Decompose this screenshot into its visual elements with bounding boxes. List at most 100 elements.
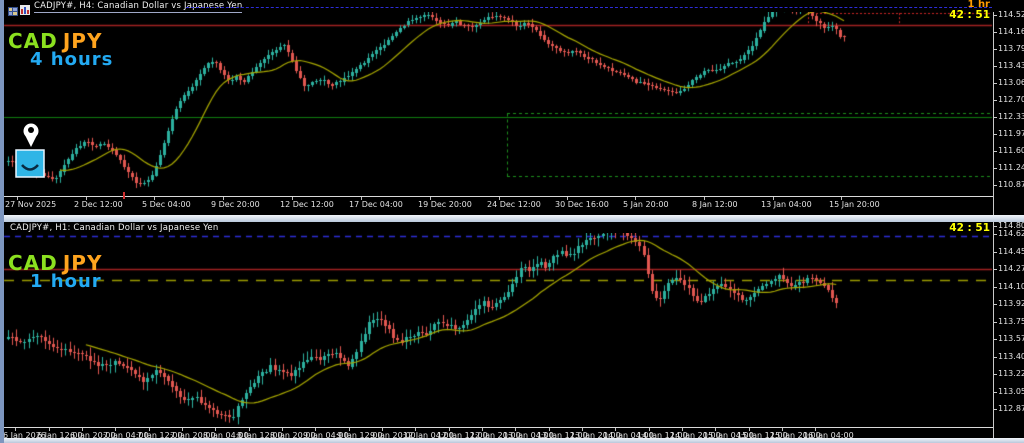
time-tick-label: 13 Jan 12:00: [537, 431, 588, 440]
price-tick: [993, 409, 997, 410]
time-tick-label: 14 Jan 04:00: [603, 431, 654, 440]
time-tick: [315, 428, 316, 431]
time-tick-label: 8 Jan 04:00: [203, 431, 249, 440]
chart-object-marker[interactable]: [12, 121, 50, 185]
time-tick-label: 16 Jan 04:00: [803, 431, 854, 440]
time-tick-label: 7 Jan 04:00: [103, 431, 149, 440]
time-tick: [154, 197, 155, 200]
time-tick: [704, 197, 705, 200]
time-tick-label: 7 Jan 12:00: [137, 431, 183, 440]
timer-timeframe-label: 1 hr: [967, 0, 991, 10]
h4-candlestick-chart[interactable]: [0, 12, 993, 196]
time-tick: [430, 197, 431, 200]
price-tick: [993, 391, 997, 393]
time-tick: [82, 428, 83, 431]
time-tick-label: 9 Jan 04:00: [303, 431, 349, 440]
price-tick: [993, 49, 997, 50]
price-tick-label: 111.605: [998, 146, 1024, 155]
time-tick-label: 9 Jan 12:00: [337, 431, 383, 440]
price-tick-label: 112.875: [998, 404, 1024, 413]
price-tick-label: 113.925: [998, 299, 1024, 308]
price-tick-label: 113.795: [998, 44, 1024, 53]
timer-countdown: 42 : 51: [949, 9, 990, 21]
h4-candle-timer: 1 hr 42 : 51: [949, 0, 990, 21]
time-tick-label: 9 Dec 20:00: [211, 200, 260, 209]
price-tick-label: 113.400: [998, 351, 1024, 361]
time-tick-label: 8 Jan 12:00: [237, 431, 283, 440]
h4-titlebar: CADJPY#, H4: Canadian Dollar vs Japanese…: [4, 0, 993, 16]
time-tick-label: 12 Jan 04:00: [403, 431, 454, 440]
signal-box-icon: [15, 149, 45, 178]
window-bottom-bar[interactable]: [0, 438, 1024, 443]
price-tick: [993, 234, 997, 235]
time-tick: [515, 428, 516, 431]
time-tick-label: 12 Jan 12:00: [437, 431, 488, 440]
time-tick: [567, 197, 568, 200]
h1-time-axis[interactable]: 6 Jan 2026 6 Jan 12:00 6 Jan 20:00 7 Jan 04…: [0, 427, 993, 440]
time-tick: [841, 197, 842, 200]
price-tick: [993, 321, 997, 323]
price-tick-label: 112.700: [998, 95, 1024, 104]
price-tick-label: 113.050: [998, 386, 1024, 396]
time-tick: [615, 428, 616, 431]
time-tick-label: 12 Jan 20:00: [470, 431, 521, 440]
price-tick-label: 112.335: [998, 112, 1024, 121]
price-tick-label: 110.875: [998, 180, 1024, 189]
price-tick-label: 114.450: [998, 246, 1024, 256]
chart-panel-h4: CADJPY#, H4: Canadian Dollar vs Japanese…: [0, 0, 1024, 216]
time-tick-label: 8 Jan 12:00: [692, 200, 738, 209]
price-tick-label: 113.065: [998, 78, 1024, 87]
time-tick: [149, 428, 150, 431]
price-tick: [993, 66, 997, 67]
price-tick: [993, 339, 997, 340]
price-tick-label: 113.750: [998, 316, 1024, 326]
time-tick-label: 13 Jan 20:00: [570, 431, 621, 440]
price-tick-label: 114.800: [998, 221, 1024, 230]
h1-candlestick-chart[interactable]: [0, 233, 993, 427]
time-tick: [349, 428, 350, 431]
time-tick-label: 7 Jan 20:00: [170, 431, 216, 440]
time-tick-label: 13 Jan 04:00: [761, 200, 812, 209]
price-tick-label: 114.525: [998, 10, 1024, 19]
time-tick-label: 15 Jan 20:00: [829, 200, 880, 209]
window-left-border: [0, 0, 4, 443]
price-tick-label: 114.625: [998, 229, 1024, 238]
price-tick: [993, 117, 997, 118]
time-tick: [682, 428, 683, 431]
price-tick-label: 113.225: [998, 369, 1024, 378]
h4-price-axis-line: [993, 12, 994, 215]
price-tick: [993, 83, 997, 84]
h1-price-axis: 114.800114.625 114.450 114.275 114.100 113.9…: [993, 221, 1024, 438]
chart-panel-h1: CADJPY#, H1: Canadian Dollar vs Japanese…: [0, 221, 1024, 440]
time-tick-label: 15 Jan 04:00: [703, 431, 754, 440]
price-tick: [993, 286, 997, 288]
time-tick: [749, 428, 750, 431]
chart-window-icon[interactable]: [20, 0, 30, 15]
time-tick: [815, 428, 816, 431]
time-tick: [215, 428, 216, 431]
time-tick: [249, 428, 250, 431]
panel-separator[interactable]: [0, 215, 1024, 222]
time-tick: [482, 428, 483, 431]
time-tick: [49, 428, 50, 431]
h1-titlebar: CADJPY#, H1: Canadian Dollar vs Japanese…: [4, 222, 993, 233]
time-tick: [649, 428, 650, 431]
price-tick: [993, 185, 997, 186]
time-tick-label: 9 Jan 20:00: [370, 431, 416, 440]
time-tick: [715, 428, 716, 431]
time-tick: [361, 197, 362, 200]
axis-event-tick: [123, 192, 125, 199]
price-tick: [993, 15, 997, 16]
time-tick: [773, 197, 774, 200]
grid-window-icon[interactable]: [8, 1, 18, 16]
h4-time-axis[interactable]: 27 Nov 2025 2 Dec 12:00 5 Dec 04:00 9 Dec 2…: [0, 196, 993, 216]
price-tick-label: 114.100: [998, 281, 1024, 291]
time-tick: [449, 428, 450, 431]
price-tick: [993, 168, 997, 169]
time-tick: [182, 428, 183, 431]
time-tick-label: 19 Dec 20:00: [418, 200, 472, 209]
h4-price-axis: 114.525 114.160 113.795 113.430 113.065 112.7…: [993, 0, 1024, 215]
time-tick: [282, 428, 283, 431]
time-tick-label: 24 Dec 12:00: [487, 200, 541, 209]
